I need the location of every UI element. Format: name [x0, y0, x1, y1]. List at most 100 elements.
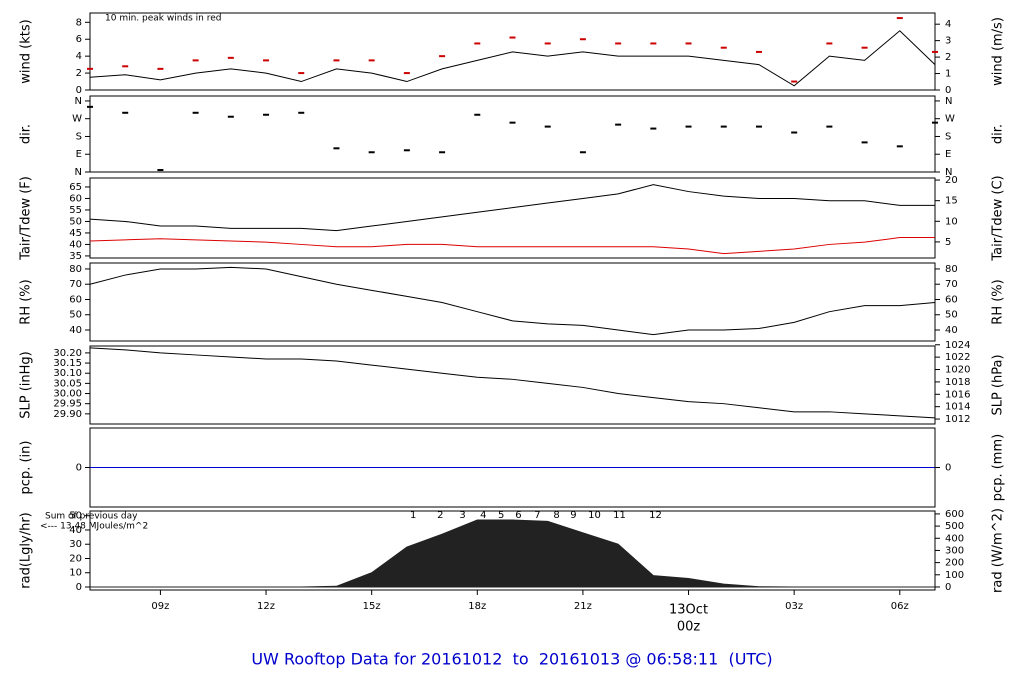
y-tick-label: 50 — [69, 511, 82, 522]
y-tick-label: 0 — [945, 85, 951, 96]
y-tick-label: 0 — [76, 85, 82, 96]
panel-frame — [89, 95, 936, 173]
y-tick-label: 50 — [69, 216, 82, 227]
y-tick-label: 4 — [945, 19, 951, 30]
y2-axis-label: SLP (hPa) — [991, 354, 1006, 415]
y-tick-label: 50 — [69, 310, 82, 321]
y-tick-label: 1018 — [945, 377, 970, 388]
y-tick-label: 60 — [69, 193, 82, 204]
y2-axis-label: rad (W/m^2) — [991, 508, 1006, 593]
y-tick-label: 15 — [945, 196, 958, 207]
line — [89, 266, 936, 336]
x-tick-label: 12z — [257, 601, 275, 612]
y-tick-label: 8 — [76, 17, 82, 28]
y-tick-label: 1020 — [945, 365, 970, 376]
y-tick-label: 3 — [945, 36, 951, 47]
y-axis-label: rad(Lgly/hr) — [19, 512, 34, 588]
y-tick-label: 10 — [945, 216, 958, 227]
hour-mark: 4 — [480, 510, 486, 521]
y-tick-label: 50 — [945, 310, 958, 321]
hour-mark: 6 — [515, 510, 521, 521]
y-tick-label: 30.15 — [53, 358, 82, 369]
hour-mark: 10 — [588, 510, 601, 521]
line — [89, 184, 935, 232]
y-tick-label: 0 — [945, 463, 951, 474]
y-tick-label: 1024 — [945, 340, 970, 351]
x-tick-label: 21z — [574, 601, 592, 612]
y-tick-label: 6 — [76, 34, 82, 45]
annotation: <--- 13.48 MJoules/m^2 — [40, 522, 148, 532]
y-tick-label: 20 — [69, 553, 82, 564]
y-tick-label: 30.00 — [53, 389, 82, 400]
y-tick-label: N — [945, 96, 952, 107]
y-tick-label: 29.95 — [53, 399, 82, 410]
y-tick-label: 30 — [69, 539, 82, 550]
y2-axis-label: pcp. (mm) — [991, 434, 1006, 501]
y-tick-label: 40 — [945, 325, 958, 336]
y-tick-label: 29.90 — [53, 409, 82, 420]
line — [89, 237, 935, 255]
x-tick-label: 18z — [468, 601, 486, 612]
x-tick-label: 03z — [785, 601, 803, 612]
y-tick-label: 2 — [76, 68, 82, 79]
y-tick-label: 55 — [69, 205, 82, 216]
y2-axis-label: wind (m/s) — [991, 17, 1006, 86]
y-tick-label: 100 — [945, 570, 964, 581]
y-tick-label: 30.20 — [53, 348, 82, 359]
hour-mark: 9 — [570, 510, 576, 521]
y-tick-label: 300 — [945, 545, 964, 556]
y2-axis-label: RH (%) — [991, 279, 1006, 324]
y-tick-label: 0 — [76, 582, 82, 593]
hour-mark: 3 — [459, 510, 465, 521]
y-tick-label: 10 — [69, 568, 82, 579]
y-tick-label: 200 — [945, 558, 964, 569]
y-tick-label: S — [945, 131, 951, 142]
y-tick-label: 45 — [69, 228, 82, 239]
y-tick-label: 4 — [76, 51, 82, 62]
y2-axis-label: dir. — [991, 124, 1006, 144]
x-tick-label: 00z — [677, 620, 701, 635]
hour-mark: 11 — [613, 510, 626, 521]
hour-mark: 5 — [498, 510, 504, 521]
hour-mark: 12 — [649, 510, 662, 521]
y-tick-label: W — [945, 114, 955, 125]
y-tick-label: 5 — [945, 237, 951, 248]
panel-frame — [89, 262, 936, 342]
annotation: 10 min. peak winds in red — [105, 14, 222, 24]
y-tick-label: 1022 — [945, 352, 970, 363]
y-tick-label: 500 — [945, 521, 964, 532]
panel-frame — [89, 345, 936, 425]
x-tick-label: 15z — [363, 601, 381, 612]
y-tick-label: 30.10 — [53, 368, 82, 379]
hour-mark: 7 — [534, 510, 540, 521]
y-tick-label: 60 — [69, 294, 82, 305]
y2-axis-label: Tair/Tdew (C) — [991, 175, 1006, 261]
y-tick-label: E — [76, 149, 82, 160]
y-tick-label: E — [945, 149, 951, 160]
hour-mark: 1 — [410, 510, 416, 521]
hour-mark: 8 — [553, 510, 559, 521]
y-tick-label: 60 — [945, 294, 958, 305]
y-tick-label: 0 — [945, 582, 951, 593]
y-tick-label: 1014 — [945, 402, 970, 413]
y-tick-label: 1 — [945, 69, 951, 80]
y-axis-label: wind (kts) — [19, 19, 34, 83]
y-tick-label: 600 — [945, 509, 964, 520]
y-tick-label: 80 — [945, 264, 958, 275]
y-axis-label: RH (%) — [19, 279, 34, 324]
area — [90, 519, 935, 588]
y-tick-label: 1016 — [945, 389, 970, 400]
panel-frame — [89, 177, 936, 259]
y-tick-label: 400 — [945, 533, 964, 544]
y-tick-label: N — [75, 167, 82, 178]
date-label: 13Oct — [669, 603, 708, 618]
y-axis-label: pcp. (in) — [19, 441, 34, 495]
y-tick-label: 1012 — [945, 414, 970, 425]
y-axis-label: Tair/Tdew (F) — [19, 176, 34, 261]
y-tick-label: N — [75, 96, 82, 107]
y-tick-label: 40 — [69, 325, 82, 336]
y-tick-label: W — [72, 114, 82, 125]
x-tick-label: 09z — [151, 601, 169, 612]
